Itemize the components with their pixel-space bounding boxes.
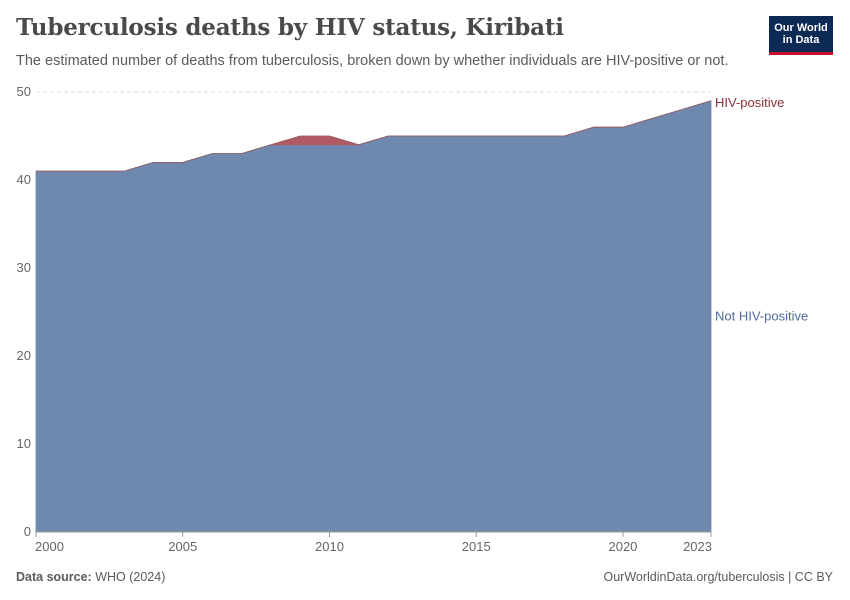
data-source-label: Data source: (16, 570, 92, 584)
x-tick-label: 2005 (168, 539, 197, 554)
logo-line-2: in Data (782, 34, 820, 46)
area-hiv-positive[interactable] (36, 100, 712, 172)
x-tick-label: 2010 (315, 539, 344, 554)
footer-url[interactable]: OurWorldinData.org/tuberculosis | CC BY (603, 570, 834, 584)
logo-line-1: Our World (774, 22, 828, 34)
x-tick-label: 2015 (462, 539, 491, 554)
series-labels: Not HIV-positive HIV-positive (715, 95, 808, 324)
x-tick-label: 2023 (683, 539, 712, 554)
x-axis: 2000 2005 2010 2015 2020 2023 (35, 531, 712, 554)
area-layer (35, 100, 712, 533)
chart-title: Tuberculosis deaths by HIV status, Kirib… (16, 14, 564, 41)
series-label-hiv-positive[interactable]: HIV-positive (715, 95, 784, 110)
y-tick-label: 30 (17, 260, 31, 275)
owid-logo[interactable]: Our World in Data (769, 16, 833, 55)
x-tick-label: 2020 (608, 539, 637, 554)
y-tick-label: 0 (24, 524, 31, 539)
chart-subtitle: The estimated number of deaths from tube… (16, 53, 729, 69)
area-not-hiv-positive[interactable] (35, 100, 712, 533)
y-axis: 0 10 20 30 40 50 (17, 84, 31, 539)
y-tick-label: 40 (17, 172, 31, 187)
series-label-not-hiv-positive[interactable]: Not HIV-positive (715, 308, 808, 323)
y-tick-label: 50 (17, 84, 31, 99)
y-tick-label: 10 (17, 436, 31, 451)
data-source-value: WHO (2024) (95, 570, 166, 584)
data-source: Data source: WHO (2024) (16, 570, 165, 584)
y-tick-label: 20 (17, 348, 31, 363)
x-tick-label: 2000 (35, 539, 64, 554)
area-top-edge (36, 100, 712, 172)
